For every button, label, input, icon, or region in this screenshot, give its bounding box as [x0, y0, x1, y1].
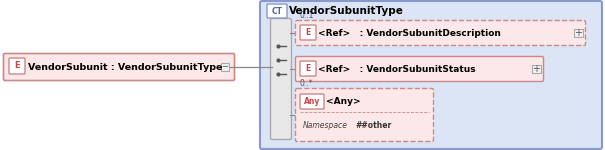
Text: 0..1: 0..1: [299, 11, 313, 20]
Text: 0..*: 0..*: [299, 79, 313, 88]
Text: +: +: [575, 28, 583, 38]
FancyBboxPatch shape: [295, 88, 434, 141]
Text: Namespace: Namespace: [303, 122, 348, 130]
Text: −: −: [221, 63, 229, 72]
Text: +: +: [532, 64, 540, 74]
Bar: [574, 29, 583, 37]
FancyBboxPatch shape: [295, 21, 586, 45]
FancyBboxPatch shape: [295, 57, 543, 81]
Text: E: E: [306, 28, 310, 37]
FancyBboxPatch shape: [260, 1, 602, 149]
Text: <Ref>   : VendorSubunitStatus: <Ref> : VendorSubunitStatus: [318, 64, 476, 74]
FancyBboxPatch shape: [9, 58, 25, 74]
FancyBboxPatch shape: [4, 54, 235, 81]
Text: ##other: ##other: [355, 122, 391, 130]
FancyBboxPatch shape: [300, 61, 316, 76]
FancyBboxPatch shape: [267, 4, 287, 18]
Text: <Any>: <Any>: [326, 97, 361, 106]
FancyBboxPatch shape: [300, 94, 324, 109]
Bar: [221, 63, 229, 71]
Bar: [532, 65, 541, 73]
Text: VendorSubunitType: VendorSubunitType: [289, 6, 404, 16]
FancyBboxPatch shape: [270, 18, 292, 140]
Text: Any: Any: [304, 97, 320, 106]
Text: VendorSubunit : VendorSubunitType: VendorSubunit : VendorSubunitType: [28, 63, 223, 72]
Text: CT: CT: [272, 6, 283, 15]
Text: <Ref>   : VendorSubunitDescription: <Ref> : VendorSubunitDescription: [318, 28, 501, 38]
Text: E: E: [306, 64, 310, 73]
Text: E: E: [14, 61, 20, 70]
FancyBboxPatch shape: [300, 25, 316, 40]
